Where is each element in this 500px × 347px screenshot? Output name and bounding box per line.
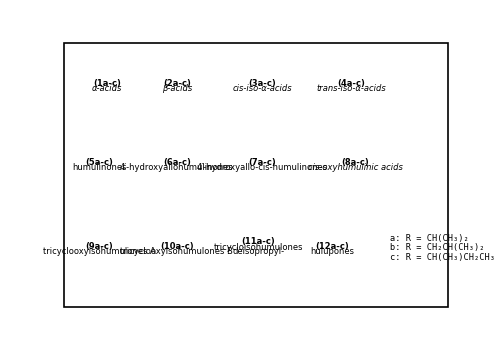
Text: cis-oxyhumulinic acids: cis-oxyhumulinic acids — [308, 163, 402, 172]
Text: (3a-c): (3a-c) — [248, 78, 276, 87]
Text: (4a-c): (4a-c) — [337, 78, 365, 87]
Text: a: R = CH(CH₃)₂: a: R = CH(CH₃)₂ — [390, 234, 468, 243]
Text: (1a-c): (1a-c) — [93, 78, 121, 87]
Text: (9a-c): (9a-c) — [86, 242, 113, 251]
Text: c: R = CH(CH₃)CH₂CH₃: c: R = CH(CH₃)CH₂CH₃ — [390, 253, 495, 262]
Text: 4′-hydroxyallohumulinones: 4′-hydroxyallohumulinones — [120, 163, 234, 172]
FancyBboxPatch shape — [64, 43, 448, 307]
Text: (11a-c): (11a-c) — [242, 237, 275, 246]
Text: (6a-c): (6a-c) — [163, 158, 191, 167]
Text: (5a-c): (5a-c) — [86, 158, 113, 167]
Text: (8a-c): (8a-c) — [341, 158, 369, 167]
Text: humulinones: humulinones — [72, 163, 126, 172]
Text: cis-iso-α-acids: cis-iso-α-acids — [232, 84, 292, 93]
Text: 4′-hydroxyallo-cis-humulinones: 4′-hydroxyallo-cis-humulinones — [196, 163, 328, 172]
Text: β-acids: β-acids — [162, 84, 192, 93]
Text: (12a-c): (12a-c) — [315, 242, 348, 251]
Text: (2a-c): (2a-c) — [163, 78, 191, 87]
Text: trans-iso-α-acids: trans-iso-α-acids — [316, 84, 386, 93]
Text: tricyclooxyisohumulones A: tricyclooxyisohumulones A — [43, 247, 156, 256]
Text: tricyclooxyisohumulones B: tricyclooxyisohumulones B — [120, 247, 233, 256]
Text: b: R = CH₂CH(CH₃)₂: b: R = CH₂CH(CH₃)₂ — [390, 243, 484, 252]
Text: tricycloisohumulones: tricycloisohumulones — [214, 243, 303, 252]
Text: deisopropyl-: deisopropyl- — [232, 247, 284, 256]
Text: α-acids: α-acids — [92, 84, 122, 93]
Text: (7a-c): (7a-c) — [248, 158, 276, 167]
Text: (10a-c): (10a-c) — [160, 242, 194, 251]
Text: hulupones: hulupones — [310, 247, 354, 256]
